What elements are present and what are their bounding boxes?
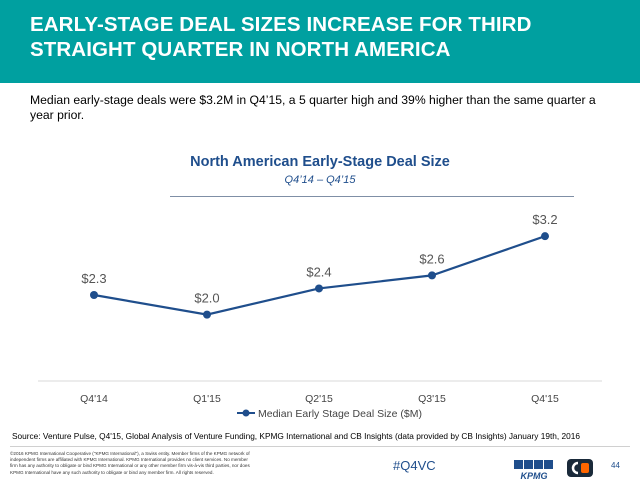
data-point	[90, 291, 98, 299]
legend-dot-marker	[242, 409, 250, 417]
data-label: $2.4	[306, 264, 331, 279]
cb-insights-logo	[567, 459, 593, 477]
legend: Median Early Stage Deal Size ($M)	[237, 408, 422, 420]
data-point	[315, 284, 323, 293]
summary-text: Median early-stage deals were $3.2M in Q…	[30, 93, 596, 122]
data-label: $3.2	[532, 212, 557, 227]
data-label: $2.0	[194, 291, 219, 306]
data-point	[203, 310, 211, 319]
title-banner: EARLY-STAGE DEAL SIZES INCREASE FOR THIR…	[0, 0, 640, 83]
data-points	[90, 232, 549, 319]
footer-divider	[10, 446, 630, 447]
x-tick-label: Q4'14	[80, 393, 108, 405]
page-number: 44	[611, 461, 620, 470]
data-point	[541, 232, 549, 241]
chart-title: North American Early-Stage Deal Size	[190, 154, 450, 170]
source-note: Source: Venture Pulse, Q4'15, Global Ana…	[12, 431, 580, 441]
data-label: $2.6	[419, 251, 444, 266]
data-labels: $2.3 $2.0 $2.4 $2.6 $3.2	[81, 212, 557, 305]
chart-subtitle: Q4’14 – Q4’15	[284, 174, 356, 186]
x-tick-label: Q2'15	[305, 393, 333, 405]
copyright-text: ©2016 KPMG International Cooperative ("K…	[10, 451, 250, 475]
hashtag-text: #Q4VC	[393, 458, 436, 473]
line-chart: Q4'14 Q1'15 Q2'15 Q3'15 Q4'15 $2.3$2.0$2.4$2…	[38, 212, 602, 420]
x-tick-label: Q3'15	[418, 393, 446, 405]
x-tick-label: Q4'15	[531, 393, 559, 405]
kpmg-logo-text: KPMG	[521, 471, 548, 481]
title-divider	[170, 196, 574, 197]
data-label: $2.3	[81, 271, 106, 286]
kpmg-logo: KPMG	[514, 460, 553, 481]
x-tick-labels: Q4'14 Q1'15 Q2'15 Q3'15 Q4'15	[80, 393, 559, 405]
x-tick-label: Q1'15	[193, 393, 221, 405]
slide-title: EARLY-STAGE DEAL SIZES INCREASE FOR THIR…	[30, 13, 532, 61]
legend-label: Median Early Stage Deal Size ($M)	[258, 408, 422, 420]
data-point	[428, 271, 436, 280]
